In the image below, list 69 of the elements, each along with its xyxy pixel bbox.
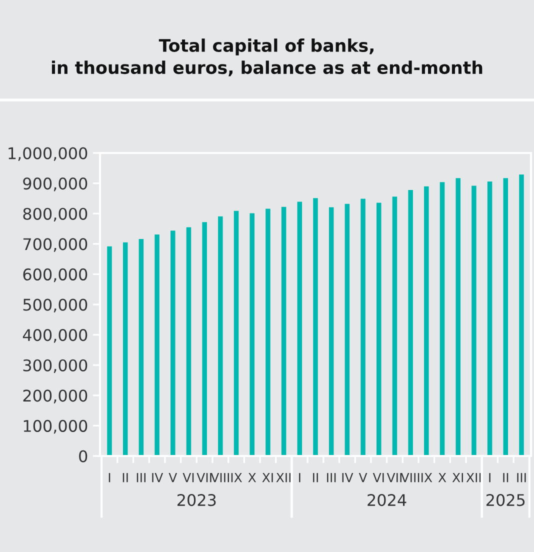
bar [472, 186, 476, 456]
x-tick-label: I [108, 473, 110, 482]
text: 2023 [178, 494, 216, 506]
bar [266, 208, 270, 456]
bar [328, 207, 334, 456]
bar [456, 178, 460, 456]
x-tick-label: IX [231, 473, 242, 482]
x-tick-label: V [358, 473, 368, 482]
x-tick-label: X [438, 473, 446, 482]
x-tick-label: II [503, 473, 508, 482]
bar [487, 181, 492, 456]
y-tick-label: 100,000 [24, 420, 88, 434]
y-tick-label: 300,000 [23, 359, 88, 374]
x-tick-label: I [489, 473, 490, 482]
x-tick-label: IV [152, 473, 164, 482]
x-tick-label: III [136, 473, 146, 482]
x-tick-label: IX [422, 473, 432, 482]
bar [138, 239, 144, 456]
x-tick-label: XII [276, 473, 291, 482]
bar [519, 174, 524, 456]
bar [250, 213, 254, 456]
bar [392, 196, 398, 456]
y-tick-label: 400,000 [22, 329, 88, 343]
y-tick-label: 700,000 [23, 238, 88, 252]
bar [234, 210, 239, 456]
bar [154, 234, 160, 456]
x-tick-label: II [313, 473, 318, 482]
x-tick-label: VII [386, 473, 402, 482]
y-tick-label: 500,000 [23, 298, 88, 312]
bar [408, 190, 413, 456]
x-tick-label: V [168, 473, 178, 482]
bar [313, 198, 318, 456]
y-tick-label: 1,000,000 [8, 147, 88, 161]
x-tick-label: IV [342, 473, 354, 482]
bar [503, 178, 508, 456]
x-tick-label: III [327, 473, 336, 482]
x-tick-label: II [122, 473, 128, 482]
bar [107, 246, 112, 456]
y-tick-label: 900,000 [23, 178, 88, 192]
x-tick-label: XI [452, 473, 464, 482]
bar [440, 182, 445, 456]
y-tick-label: 800,000 [23, 208, 88, 222]
bar [218, 216, 223, 456]
bar [122, 242, 128, 456]
y-tick-label: 600,000 [23, 268, 88, 282]
bar [170, 230, 176, 456]
text: 2024 [368, 494, 406, 506]
chart-title: Total capital of banks, in thousand euros, balance as at end-month [52, 38, 482, 76]
bar [186, 227, 192, 456]
bar [297, 202, 302, 456]
bar [281, 206, 286, 456]
x-tick-label: VIII [400, 473, 420, 482]
x-tick-label: VII [196, 473, 212, 482]
x-tick-label: XI [262, 473, 273, 482]
x-tick-label: I [299, 473, 300, 482]
bar [344, 204, 350, 456]
x-tick-label: X [248, 473, 256, 482]
x-tick-label: VI [182, 473, 194, 482]
text: 2025 [486, 494, 525, 506]
bar [202, 222, 207, 456]
y-tick-label: 200,000 [23, 390, 88, 404]
x-tick-label: VI [372, 473, 384, 482]
x-tick-label: VIII [210, 473, 230, 482]
x-tick-label: III [517, 473, 526, 482]
bar [376, 202, 382, 456]
x-tick-label: XII [466, 473, 481, 482]
bar [360, 198, 366, 456]
bar [424, 186, 429, 456]
y-tick-label: 0 [79, 450, 88, 462]
